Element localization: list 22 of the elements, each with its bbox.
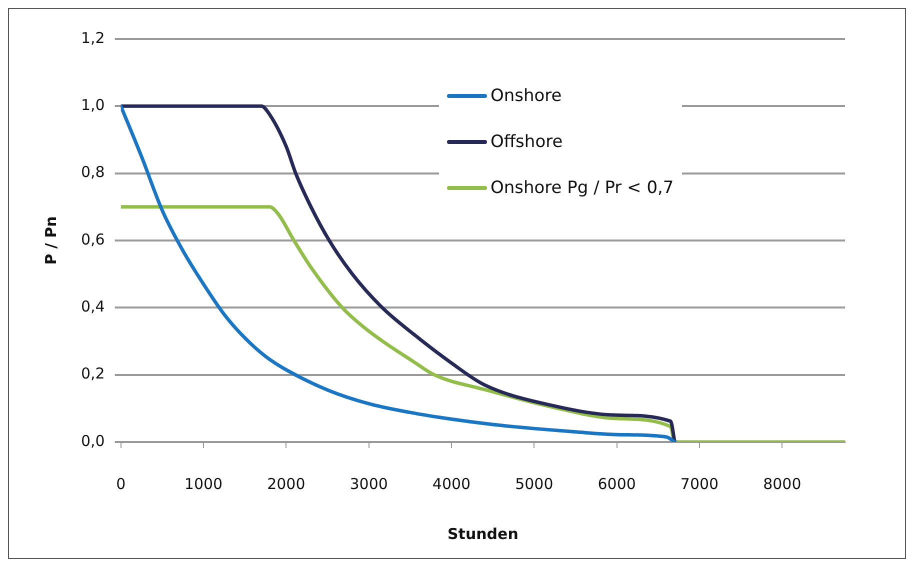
- legend-label: Onshore Pg / Pr < 0,7: [490, 178, 674, 198]
- x-tick-label: 8000: [763, 474, 802, 493]
- legend-label: Onshore: [490, 86, 562, 106]
- x-tick-label: 6000: [598, 474, 636, 493]
- x-tick-label: 3000: [350, 474, 388, 493]
- y-axis-title: P / Pn: [42, 216, 60, 265]
- x-tick-label: 1000: [184, 474, 223, 493]
- legend-label: Offshore: [490, 132, 563, 152]
- y-tick-label: 0,2: [80, 364, 105, 383]
- x-tick-label: 5000: [515, 474, 554, 493]
- x-tick-label: 4000: [432, 474, 471, 493]
- x-tick-label: 0: [116, 474, 126, 493]
- y-tick-label: 1,0: [80, 96, 105, 114]
- y-tick-label: 0,6: [80, 230, 105, 248]
- x-axis-title: Stunden: [447, 524, 518, 543]
- y-tick-label: 0,4: [80, 298, 105, 316]
- x-tick-label: 2000: [267, 474, 306, 493]
- line-series: [120, 104, 676, 442]
- y-tick-label: 0,8: [80, 163, 105, 182]
- x-tick-label: 7000: [680, 474, 719, 493]
- y-tick-label: 0,0: [80, 432, 105, 450]
- y-tick-label: 1,2: [80, 28, 105, 47]
